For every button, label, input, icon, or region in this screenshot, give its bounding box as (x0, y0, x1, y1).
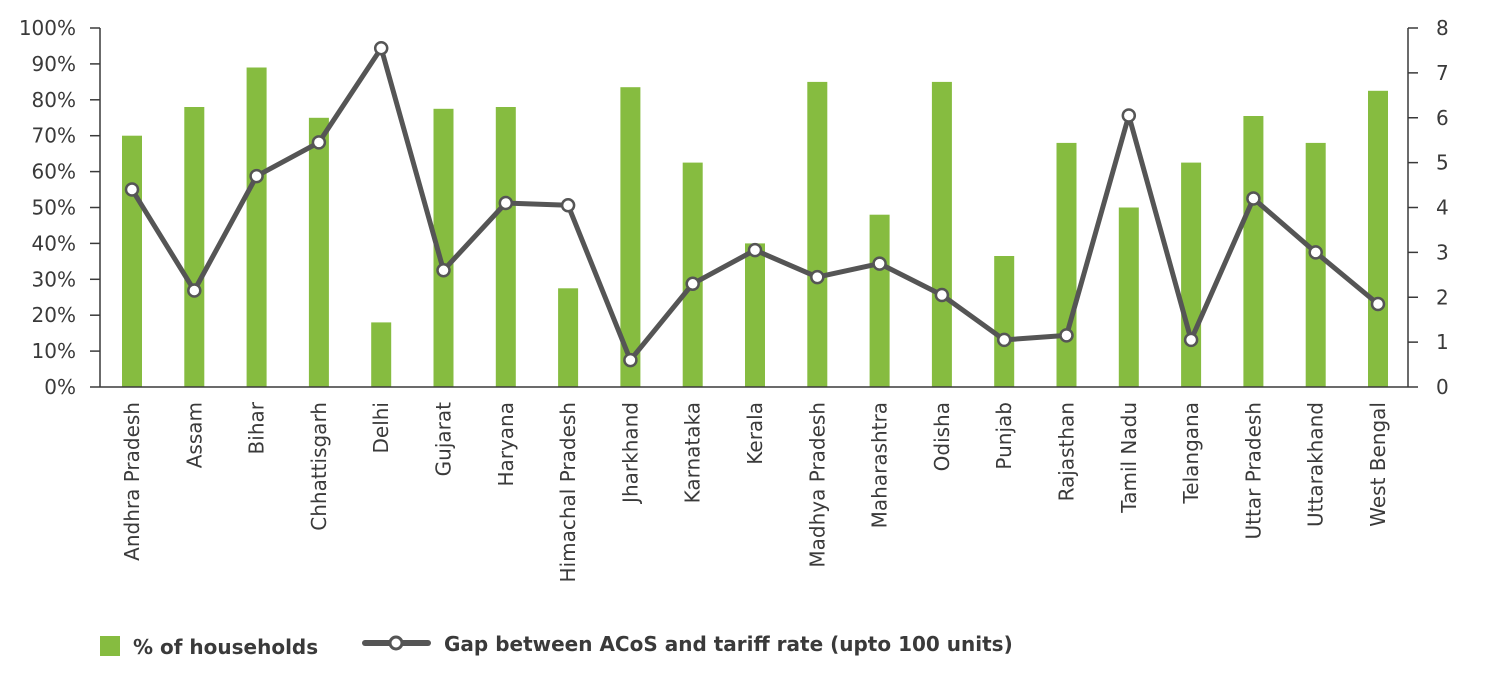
x-tick-label: Odisha (930, 402, 954, 471)
gap-point-tamil-nadu (1121, 108, 1137, 123)
gap-point-assam (187, 283, 202, 298)
x-tick-label: Telangana (1179, 402, 1203, 505)
bar-kerala (745, 243, 765, 387)
left-tick-label: 30% (32, 267, 76, 291)
gap-point-maharashtra (872, 256, 887, 271)
bar-rajasthan (1056, 142, 1077, 387)
gap-point-jharkhand (623, 352, 638, 368)
right-tick-label: 6 (1436, 106, 1449, 130)
x-tick-label: West Bengal (1366, 402, 1390, 527)
right-tick-label: 1 (1436, 330, 1449, 354)
left-tick-label: 70% (32, 124, 76, 148)
bar-uttarakhand (1305, 142, 1326, 387)
bar-jharkhand (620, 87, 641, 387)
x-tick-label: Himachal Pradesh (556, 402, 580, 582)
x-tick-label: Punjab (992, 402, 1016, 470)
left-tick-label: 40% (32, 231, 76, 255)
x-tick-label: Maharashtra (868, 402, 892, 528)
bar-haryana (495, 107, 516, 387)
gap-point-uttar-pradesh (1246, 191, 1261, 206)
legend-swatch-bars (100, 636, 120, 656)
gap-point-haryana (498, 195, 514, 211)
left-tick-label: 100% (19, 16, 76, 40)
gap-point-west-bengal (1370, 296, 1386, 312)
x-tick-label: Gujarat (432, 402, 456, 476)
x-tick-label: Karnataka (681, 402, 705, 503)
bar-chhattisgarh (308, 117, 329, 388)
gap-point-rajasthan (1059, 328, 1074, 343)
right-tick-label: 0 (1436, 375, 1449, 399)
legend-swatch-marker (388, 635, 404, 651)
bars-layer (122, 67, 1388, 388)
gap-point-himachal-pradesh (560, 198, 576, 213)
bar-karnataka (682, 162, 703, 387)
bar-uttar-pradesh (1243, 116, 1264, 387)
bar-telangana (1181, 162, 1202, 387)
legend-label-bars: % of households (133, 635, 318, 659)
gap-point-kerala (747, 242, 763, 258)
x-tick-label: Assam (182, 402, 206, 468)
x-axis-labels: Andhra Pradesh Assam Bihar Chhattisgarh Delh… (120, 401, 1390, 582)
gap-point-karnataka (685, 276, 700, 292)
bar-punjab (994, 256, 1015, 387)
right-tick-label: 4 (1436, 196, 1449, 220)
gap-point-odisha (934, 287, 950, 303)
bar-maharashtra (869, 214, 890, 387)
right-tick-label: 8 (1436, 16, 1449, 40)
right-tick-label: 3 (1436, 240, 1449, 264)
bar-delhi (371, 322, 392, 387)
gap-point-bihar (249, 168, 264, 184)
bar-madhya-pradesh (807, 81, 828, 388)
x-tick-label: Chhattisgarh (307, 402, 331, 531)
left-tick-label: 60% (32, 160, 76, 184)
x-tick-label: Uttarakhand (1304, 402, 1328, 527)
left-tick-label: 10% (32, 339, 76, 363)
legend-label-line: Gap between ACoS and tariff rate (upto 1… (444, 632, 1013, 656)
left-tick-label: 0% (44, 375, 76, 399)
bar-odisha (931, 81, 952, 388)
left-tick-label: 80% (32, 88, 76, 112)
x-tick-label: Madhya Pradesh (805, 402, 829, 568)
gap-point-andhra-pradesh (124, 182, 140, 197)
x-tick-label: Delhi (369, 402, 393, 454)
bar-tamil-nadu (1118, 207, 1139, 387)
x-tick-label: Bihar (245, 401, 269, 454)
bar-himachal-pradesh (558, 288, 579, 387)
legend: % of households Gap between ACoS and tar… (100, 632, 1013, 659)
x-tick-label: Haryana (494, 402, 518, 487)
right-tick-label: 7 (1436, 61, 1449, 85)
gap-point-gujarat (436, 263, 451, 278)
x-tick-label: Jharkhand (618, 402, 642, 505)
gap-point-punjab (996, 332, 1012, 348)
gap-point-chhattisgarh (311, 135, 327, 150)
bar-gujarat (433, 108, 454, 388)
bar-west-bengal (1368, 90, 1388, 388)
right-tick-label: 5 (1436, 151, 1449, 175)
gap-point-uttarakhand (1308, 245, 1323, 260)
bar-assam (184, 107, 205, 387)
x-tick-label: Rajasthan (1055, 402, 1079, 501)
bar-andhra-pradesh (122, 135, 142, 387)
gap-point-delhi (373, 40, 389, 56)
left-tick-label: 90% (32, 52, 76, 76)
x-tick-label: Kerala (743, 402, 767, 465)
left-tick-label: 50% (32, 196, 76, 220)
bar-bihar (246, 67, 267, 387)
right-tick-label: 2 (1436, 285, 1449, 309)
gap-point-telangana (1183, 332, 1199, 348)
gap-point-madhya-pradesh (810, 269, 825, 285)
axes-layer: 0% 10% 20% 30% 40% 50% 60% 70% 80% 90% 100% 0 1 2 3 4 5 6… (19, 16, 1449, 399)
x-tick-label: Andhra Pradesh (120, 402, 144, 561)
x-tick-label: Uttar Pradesh (1241, 402, 1265, 539)
left-tick-label: 20% (32, 303, 76, 327)
line-layer (124, 40, 1386, 368)
x-tick-label: Tamil Nadu (1117, 402, 1141, 514)
